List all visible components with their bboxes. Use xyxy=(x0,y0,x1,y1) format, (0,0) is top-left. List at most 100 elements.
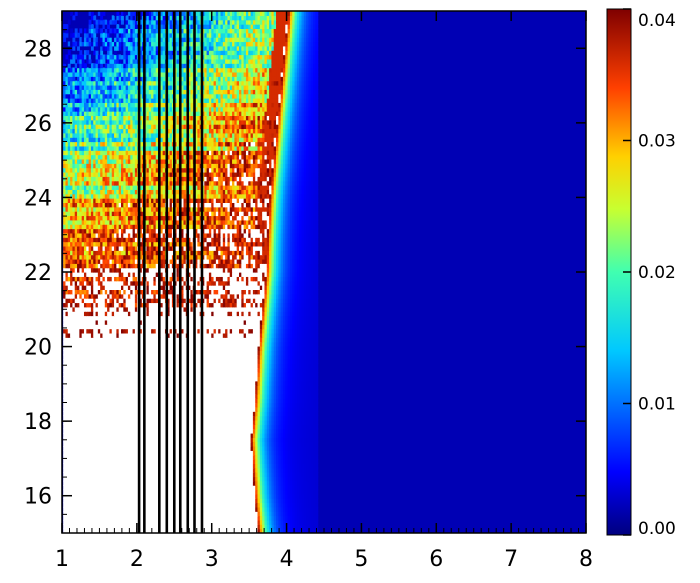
heatmap-cell xyxy=(123,524,127,530)
heatmap-cell xyxy=(72,424,76,430)
heatmap-cell xyxy=(241,515,245,521)
heatmap-cell xyxy=(77,459,80,464)
heatmap-cell xyxy=(160,454,164,460)
heatmap-cell xyxy=(303,485,307,491)
heatmap-cell xyxy=(176,432,180,438)
heatmap-cell xyxy=(259,406,263,412)
heatmap-cell xyxy=(280,511,284,517)
heatmap-cell xyxy=(146,502,150,508)
heatmap-cell xyxy=(167,480,171,486)
heatmap-cell xyxy=(88,428,92,434)
heatmap-cell xyxy=(213,489,217,495)
heatmap-cell xyxy=(83,406,87,412)
heatmap-cell xyxy=(250,511,254,517)
heatmap-cell xyxy=(241,406,245,412)
heatmap-cell xyxy=(208,489,212,495)
heatmap-cell xyxy=(206,454,210,460)
heatmap-cell xyxy=(229,437,233,443)
heatmap-cell xyxy=(248,437,252,443)
heatmap-cell xyxy=(264,450,268,456)
heatmap-cell xyxy=(313,454,316,460)
heatmap-cell xyxy=(208,411,212,417)
heatmap-cell xyxy=(127,389,131,395)
heatmap-cell xyxy=(299,528,303,533)
heatmap-cell xyxy=(139,415,143,421)
heatmap-cell xyxy=(181,472,185,478)
heatmap-cell xyxy=(167,524,171,530)
heatmap-cell xyxy=(121,519,124,525)
heatmap-cell xyxy=(264,454,268,460)
heatmap-cell xyxy=(239,415,242,421)
heatmap-cell xyxy=(234,406,238,412)
heatmap-cell xyxy=(104,502,108,508)
heatmap-cell xyxy=(190,450,194,456)
heatmap-cell xyxy=(188,524,192,530)
heatmap-cell xyxy=(241,393,245,399)
heatmap-cell xyxy=(127,502,131,508)
heatmap-cell xyxy=(273,424,277,430)
heatmap-cell xyxy=(123,485,127,491)
heatmap-cell xyxy=(296,502,300,508)
heatmap-cell xyxy=(169,389,173,395)
heatmap-cell xyxy=(310,450,314,456)
heatmap-cell xyxy=(222,511,226,517)
heatmap-cell xyxy=(107,389,111,395)
heatmap-cell xyxy=(271,419,275,425)
heatmap-cell xyxy=(259,424,263,430)
heatmap-cell xyxy=(104,424,108,430)
heatmap-cell xyxy=(79,502,83,508)
heatmap-cell xyxy=(146,476,150,482)
heatmap-cell xyxy=(139,511,143,517)
heatmap-cell xyxy=(127,415,131,421)
heatmap-cell xyxy=(306,432,310,438)
heatmap-cell xyxy=(121,476,124,482)
heatmap-cell xyxy=(266,402,270,408)
heatmap-cell xyxy=(83,467,87,473)
heatmap-cell xyxy=(262,411,266,417)
heatmap-cell xyxy=(111,467,115,473)
heatmap-cell xyxy=(151,393,154,399)
heatmap-cell xyxy=(127,432,131,438)
heatmap-cell xyxy=(232,493,235,499)
heatmap-cell xyxy=(252,498,256,504)
heatmap-cell xyxy=(264,441,268,447)
heatmap-cell xyxy=(204,402,208,408)
heatmap-cell xyxy=(296,415,300,421)
heatmap-cell xyxy=(303,402,307,408)
heatmap-cell xyxy=(121,432,124,438)
heatmap-cell xyxy=(255,419,259,425)
heatmap-cell xyxy=(90,450,94,456)
heatmap-cell xyxy=(252,415,256,421)
heatmap-cell xyxy=(306,463,310,469)
heatmap-cell xyxy=(211,432,215,438)
heatmap-cell xyxy=(153,493,157,499)
heatmap-cell xyxy=(259,459,263,464)
heatmap-cell xyxy=(285,498,289,504)
heatmap-cell xyxy=(259,489,263,495)
heatmap-cell xyxy=(271,424,275,430)
heatmap-cell xyxy=(81,524,85,530)
heatmap-cell xyxy=(127,411,131,417)
heatmap-cell xyxy=(206,450,210,456)
heatmap-cell xyxy=(74,519,78,525)
heatmap-cell xyxy=(107,432,111,438)
heatmap-cell xyxy=(211,402,215,408)
heatmap-cell xyxy=(174,411,178,417)
heatmap-cell xyxy=(70,485,74,491)
heatmap-cell xyxy=(155,493,159,499)
heatmap-cell xyxy=(239,463,242,469)
heatmap-cell xyxy=(97,472,101,478)
heatmap-cell xyxy=(303,480,307,486)
heatmap-cell xyxy=(74,489,78,495)
heatmap-cell xyxy=(282,493,286,499)
heatmap-cell xyxy=(282,454,286,460)
heatmap-cell xyxy=(289,415,293,421)
heatmap-cell xyxy=(206,467,210,473)
heatmap-cell xyxy=(273,393,277,399)
heatmap-cell xyxy=(100,489,104,495)
heatmap-cell xyxy=(195,450,198,456)
heatmap-cell xyxy=(250,406,254,412)
heatmap-cell xyxy=(294,428,298,434)
heatmap-cell xyxy=(109,476,113,482)
heatmap-cell xyxy=(63,406,67,412)
